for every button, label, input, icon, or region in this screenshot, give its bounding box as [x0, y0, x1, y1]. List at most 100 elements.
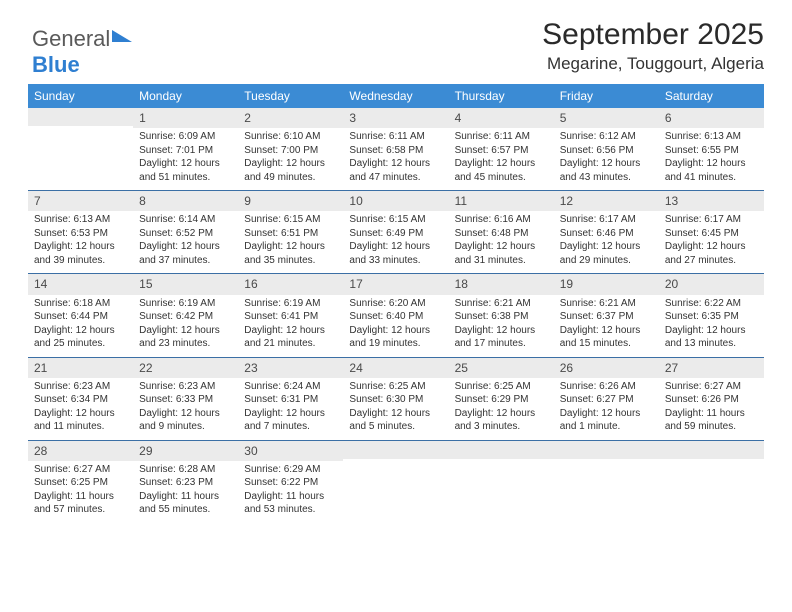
day-info: Sunrise: 6:21 AMSunset: 6:38 PMDaylight:…	[449, 295, 554, 357]
calendar-cell: 2Sunrise: 6:10 AMSunset: 7:00 PMDaylight…	[238, 108, 343, 190]
day-info: Sunrise: 6:17 AMSunset: 6:46 PMDaylight:…	[554, 211, 659, 273]
calendar-cell: 11Sunrise: 6:16 AMSunset: 6:48 PMDayligh…	[449, 191, 554, 273]
sunrise-text: Sunrise: 6:13 AM	[34, 213, 127, 227]
sunset-text: Sunset: 6:35 PM	[665, 310, 758, 324]
day-info: Sunrise: 6:21 AMSunset: 6:37 PMDaylight:…	[554, 295, 659, 357]
sunset-text: Sunset: 6:41 PM	[244, 310, 337, 324]
day-number: 2	[238, 108, 343, 128]
day-info: Sunrise: 6:26 AMSunset: 6:27 PMDaylight:…	[554, 378, 659, 440]
day-number: 22	[133, 358, 238, 378]
calendar-cell: 4 Sunrise: 6:11 AMSunset: 6:57 PMDaylight…	[449, 108, 554, 190]
day-info: Sunrise: 6:15 AMSunset: 6:49 PMDaylight:…	[343, 211, 448, 273]
day-info: Sunrise: 6:20 AMSunset: 6:40 PMDaylight:…	[343, 295, 448, 357]
calendar-cell	[659, 441, 764, 523]
day-number	[343, 441, 448, 459]
day-number: 26	[554, 358, 659, 378]
calendar-cell: 8Sunrise: 6:14 AMSunset: 6:52 PMDaylight…	[133, 191, 238, 273]
sunrise-text: Sunrise: 6:21 AM	[455, 297, 548, 311]
day-number: 27	[659, 358, 764, 378]
sunrise-text: Sunrise: 6:28 AM	[139, 463, 232, 477]
day-info: Sunrise: 6:25 AMSunset: 6:30 PMDaylight:…	[343, 378, 448, 440]
daylight-text: Daylight: 11 hours and 55 minutes.	[139, 490, 232, 517]
calendar-cell: 3Sunrise: 6:11 AMSunset: 6:58 PMDaylight…	[343, 108, 448, 190]
day-number: 8	[133, 191, 238, 211]
day-info: Sunrise: 6:13 AMSunset: 6:53 PMDaylight:…	[28, 211, 133, 273]
daylight-text: Daylight: 12 hours and 39 minutes.	[34, 240, 127, 267]
daylight-text: Daylight: 12 hours and 51 minutes.	[139, 157, 232, 184]
calendar-cell	[28, 108, 133, 190]
daylight-text: Daylight: 12 hours and 45 minutes.	[455, 157, 548, 184]
calendar-cell: 5Sunrise: 6:12 AMSunset: 6:56 PMDaylight…	[554, 108, 659, 190]
day-header: Tuesday	[238, 84, 343, 108]
day-number: 28	[28, 441, 133, 461]
calendar-cell: 7Sunrise: 6:13 AMSunset: 6:53 PMDaylight…	[28, 191, 133, 273]
header: September 2025 Megarine, Touggourt, Alge…	[28, 18, 764, 74]
daylight-text: Daylight: 11 hours and 59 minutes.	[665, 407, 758, 434]
calendar-week: 28Sunrise: 6:27 AMSunset: 6:25 PMDayligh…	[28, 441, 764, 523]
calendar-cell: 29Sunrise: 6:28 AMSunset: 6:23 PMDayligh…	[133, 441, 238, 523]
calendar-cell: 20Sunrise: 6:22 AMSunset: 6:35 PMDayligh…	[659, 274, 764, 356]
calendar-cell	[343, 441, 448, 523]
sunset-text: Sunset: 6:53 PM	[34, 227, 127, 241]
sunrise-text: Sunrise: 6:18 AM	[34, 297, 127, 311]
day-info: Sunrise: 6:29 AMSunset: 6:22 PMDaylight:…	[238, 461, 343, 523]
day-number: 15	[133, 274, 238, 294]
sunrise-text: Sunrise: 6:15 AM	[349, 213, 442, 227]
day-info: Sunrise: 6:10 AMSunset: 7:00 PMDaylight:…	[238, 128, 343, 190]
calendar-cell: 24Sunrise: 6:25 AMSunset: 6:30 PMDayligh…	[343, 358, 448, 440]
sunset-text: Sunset: 7:01 PM	[139, 144, 232, 158]
daylight-text: Daylight: 12 hours and 3 minutes.	[455, 407, 548, 434]
sunrise-text: Sunrise: 6:27 AM	[34, 463, 127, 477]
sunset-text: Sunset: 6:46 PM	[560, 227, 653, 241]
day-number: 11	[449, 191, 554, 211]
daylight-text: Daylight: 12 hours and 11 minutes.	[34, 407, 127, 434]
sunset-text: Sunset: 6:30 PM	[349, 393, 442, 407]
daylight-text: Daylight: 12 hours and 7 minutes.	[244, 407, 337, 434]
sunset-text: Sunset: 6:22 PM	[244, 476, 337, 490]
sunset-text: Sunset: 6:49 PM	[349, 227, 442, 241]
day-number: 6	[659, 108, 764, 128]
daylight-text: Daylight: 12 hours and 9 minutes.	[139, 407, 232, 434]
daylight-text: Daylight: 11 hours and 57 minutes.	[34, 490, 127, 517]
sunrise-text: Sunrise: 6:12 AM	[560, 130, 653, 144]
day-info: Sunrise: 6:24 AMSunset: 6:31 PMDaylight:…	[238, 378, 343, 440]
daylight-text: Daylight: 12 hours and 49 minutes.	[244, 157, 337, 184]
day-number: 19	[554, 274, 659, 294]
daylight-text: Daylight: 12 hours and 41 minutes.	[665, 157, 758, 184]
day-number: 5	[554, 108, 659, 128]
sunset-text: Sunset: 6:31 PM	[244, 393, 337, 407]
sunset-text: Sunset: 6:23 PM	[139, 476, 232, 490]
day-number: 23	[238, 358, 343, 378]
sunrise-text: Sunrise: 6:20 AM	[349, 297, 442, 311]
calendar-cell: 28Sunrise: 6:27 AMSunset: 6:25 PMDayligh…	[28, 441, 133, 523]
day-number: 4	[449, 108, 554, 128]
sunrise-text: Sunrise: 6:11 AM	[455, 130, 548, 144]
day-number: 7	[28, 191, 133, 211]
calendar-cell: 23Sunrise: 6:24 AMSunset: 6:31 PMDayligh…	[238, 358, 343, 440]
day-number	[659, 441, 764, 459]
calendar-cell	[554, 441, 659, 523]
day-number: 1	[133, 108, 238, 128]
daylight-text: Daylight: 12 hours and 1 minute.	[560, 407, 653, 434]
day-number: 12	[554, 191, 659, 211]
calendar-cell: 17Sunrise: 6:20 AMSunset: 6:40 PMDayligh…	[343, 274, 448, 356]
day-number: 10	[343, 191, 448, 211]
day-info: Sunrise: 6:23 AMSunset: 6:34 PMDaylight:…	[28, 378, 133, 440]
calendar-day-header: Sunday Monday Tuesday Wednesday Thursday…	[28, 84, 764, 108]
sunrise-text: Sunrise: 6:13 AM	[665, 130, 758, 144]
sunset-text: Sunset: 6:57 PM	[455, 144, 548, 158]
day-number: 21	[28, 358, 133, 378]
sunset-text: Sunset: 6:29 PM	[455, 393, 548, 407]
calendar-cell	[449, 441, 554, 523]
day-number: 13	[659, 191, 764, 211]
sunrise-text: Sunrise: 6:09 AM	[139, 130, 232, 144]
day-header: Sunday	[28, 84, 133, 108]
sunset-text: Sunset: 6:33 PM	[139, 393, 232, 407]
calendar-week: 7Sunrise: 6:13 AMSunset: 6:53 PMDaylight…	[28, 191, 764, 274]
calendar-cell: 19Sunrise: 6:21 AMSunset: 6:37 PMDayligh…	[554, 274, 659, 356]
sunset-text: Sunset: 6:42 PM	[139, 310, 232, 324]
daylight-text: Daylight: 12 hours and 23 minutes.	[139, 324, 232, 351]
daylight-text: Daylight: 12 hours and 33 minutes.	[349, 240, 442, 267]
logo-text-1: General	[32, 26, 110, 51]
page-title: September 2025	[28, 18, 764, 52]
